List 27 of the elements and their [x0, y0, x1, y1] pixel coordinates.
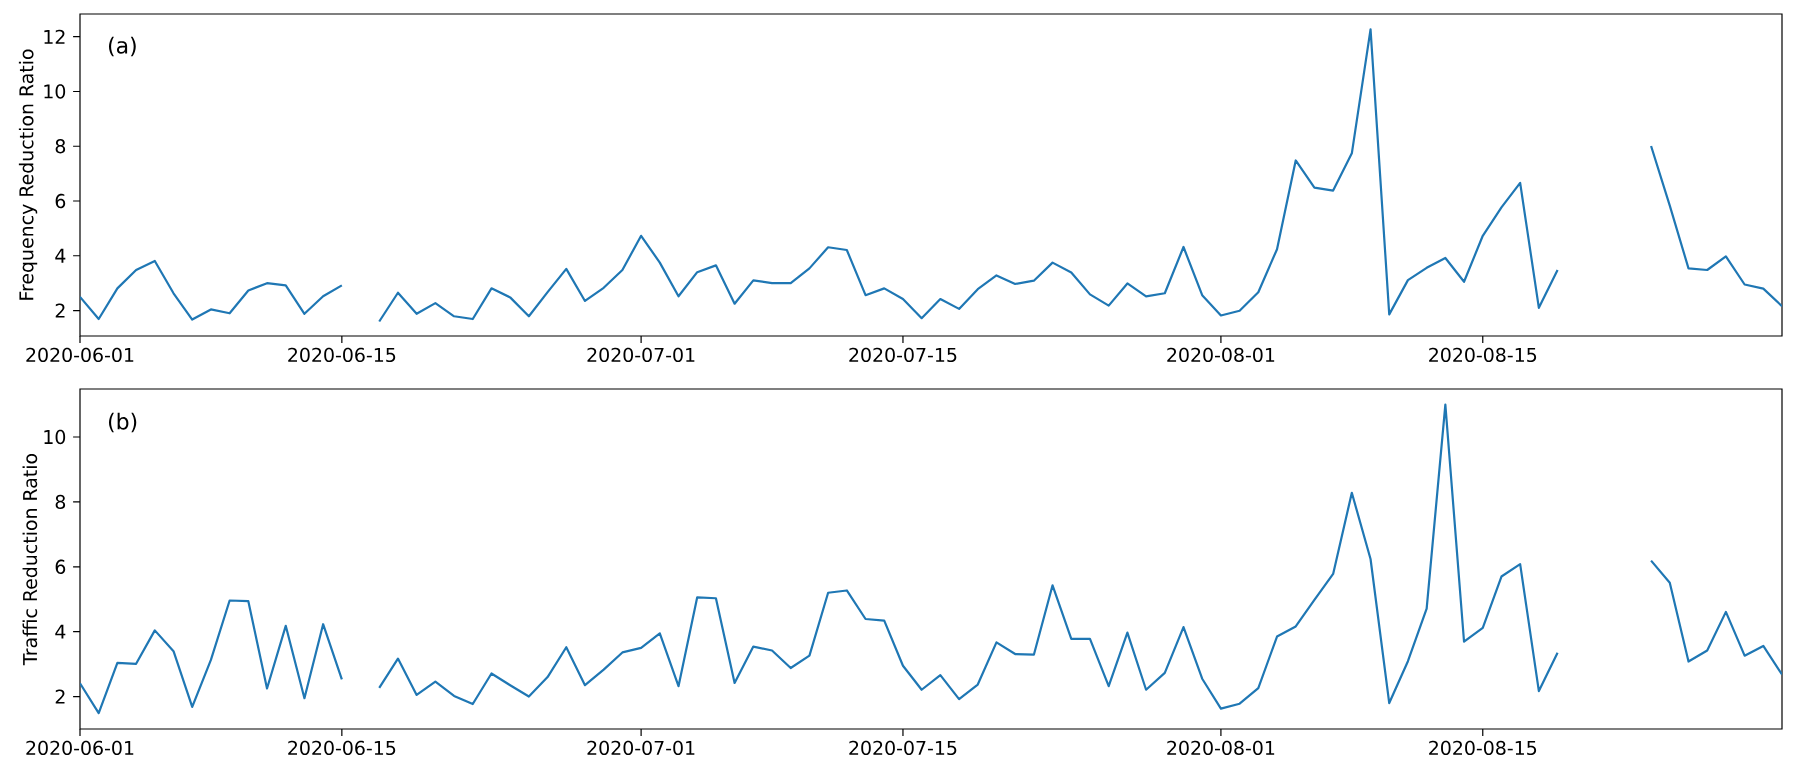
x-tick-label: 2020-08-15: [1429, 347, 1537, 363]
x-tick-label: 2020-06-15: [288, 740, 396, 756]
x-tick-label: 2020-06-01: [26, 347, 134, 363]
y-tick-label: 10: [44, 429, 66, 445]
x-tick-label: 2020-06-01: [26, 740, 134, 756]
y-tick-label: 4: [55, 248, 66, 263]
y-tick-label: 2: [55, 689, 65, 704]
y-tick-label: 6: [55, 193, 66, 209]
annotation: (a): [109, 36, 136, 57]
x-tick-label: 2020-07-15: [849, 740, 957, 756]
y-tick-label: 6: [55, 559, 66, 574]
y-tick-label: 10: [44, 84, 66, 99]
x-tick-label: 2020-08-15: [1429, 740, 1537, 756]
y-tick-label: 8: [55, 494, 66, 510]
y-tick-label: 4: [55, 624, 66, 639]
x-tick-label: 2020-06-15: [288, 347, 396, 363]
x-tick-label: 2020-08-01: [1167, 740, 1275, 756]
y-axis-title: Frequency Reduction Ratio: [18, 49, 38, 300]
y-tick-label: 8: [55, 139, 66, 154]
y-tick-label: 12: [44, 29, 65, 44]
y-tick-label: 2: [55, 303, 65, 318]
annotation: (b): [109, 412, 137, 433]
x-tick-label: 2020-07-15: [849, 347, 957, 363]
x-tick-label: 2020-07-01: [587, 347, 695, 363]
x-tick-label: 2020-07-01: [587, 740, 695, 756]
x-tick-label: 2020-08-01: [1167, 347, 1275, 363]
y-axis-title: Traffic Reduction Ratio: [22, 453, 38, 666]
